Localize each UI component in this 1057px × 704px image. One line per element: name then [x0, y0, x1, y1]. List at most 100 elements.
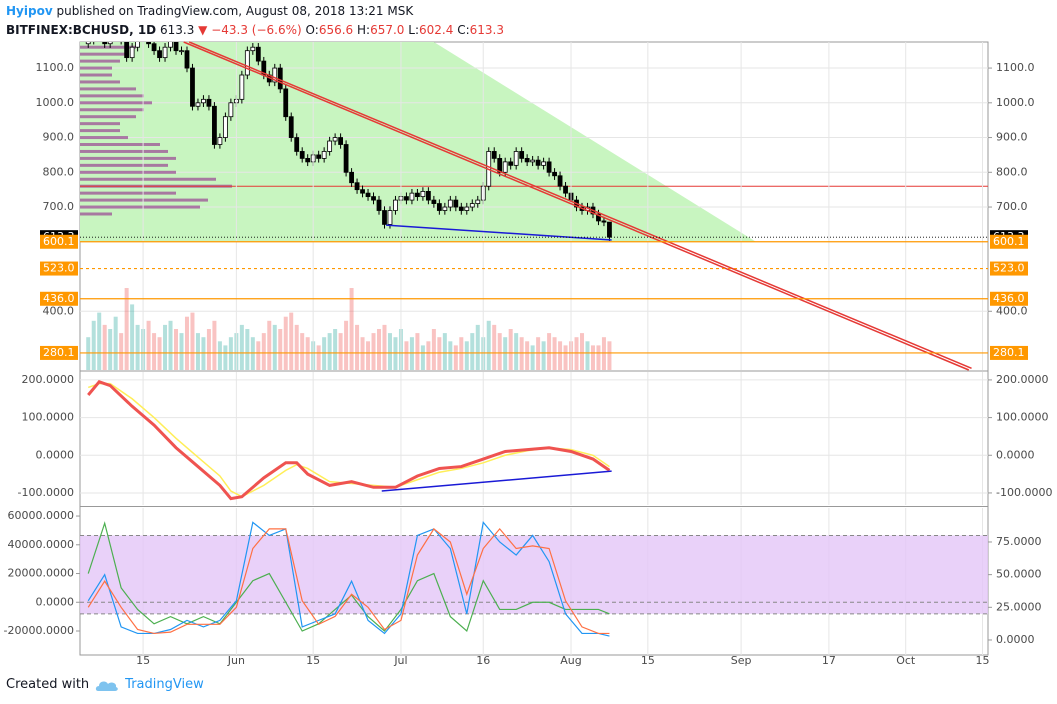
candle-body [382, 210, 387, 225]
candle-body [212, 105, 217, 145]
candle-body [458, 206, 464, 211]
candle-body [524, 157, 530, 163]
volume-bar [607, 341, 612, 370]
volume-bar [453, 345, 458, 370]
volume-bar [146, 320, 151, 370]
volume-bar [174, 329, 179, 370]
pane [80, 16, 988, 370]
trendline [188, 41, 972, 369]
candle-body [129, 46, 135, 59]
y-tick-label: 1100.0 [996, 61, 1035, 74]
level-label: 280.1 [43, 346, 75, 359]
trendline [386, 224, 612, 241]
x-tick-label: 15 [976, 654, 990, 667]
candle-body [135, 42, 141, 48]
volume-bar [239, 324, 244, 370]
y-tick-label: 100.0000 [996, 411, 1049, 424]
volume-bar [382, 324, 387, 370]
profile-bar [80, 149, 168, 153]
volume-bar [360, 337, 365, 370]
candle-body [114, 16, 118, 37]
level-box [40, 234, 78, 249]
volume-bar [245, 329, 250, 370]
candle-body [447, 199, 453, 208]
candle-body [201, 98, 206, 104]
candle-body [250, 46, 256, 52]
level-box [990, 261, 1028, 276]
y-tick-label: -100.0000 [18, 486, 74, 499]
x-tick-label: Aug [560, 654, 581, 667]
volume-bar [371, 333, 376, 370]
profile-bar [80, 177, 216, 181]
y-tick-label: 0.0000 [36, 595, 75, 608]
candle-body [85, 42, 91, 45]
volume-bar [223, 345, 228, 370]
candle-body [513, 151, 519, 166]
candle-body [387, 210, 393, 225]
y-tick-label: 200.0000 [996, 373, 1049, 386]
volume-bar [305, 337, 310, 370]
candle-body [360, 189, 365, 194]
level-box [990, 291, 1028, 306]
profile-bar [80, 87, 136, 91]
volume-bar [547, 333, 552, 370]
profile-bar [80, 136, 128, 140]
volume-bar [168, 320, 173, 370]
level-label: 600.1 [43, 235, 75, 248]
y-tick-label: 900.0 [996, 131, 1028, 144]
profile-bar [80, 212, 112, 216]
volume-bar [217, 341, 222, 370]
profile-bar [80, 198, 208, 202]
candle-body [415, 192, 420, 198]
volume-bar [91, 320, 96, 370]
volume-bar [212, 320, 217, 370]
volume-bar [195, 333, 200, 370]
volume-bar [404, 341, 409, 370]
brand[interactable]: TradingView [125, 677, 204, 692]
zone [80, 42, 756, 242]
volume-bar [278, 329, 283, 370]
y-tick-label: 0.0000 [996, 633, 1035, 646]
candle-body [102, 42, 108, 45]
candle-body [354, 182, 360, 191]
volume-bar [179, 333, 184, 370]
volume-bar [514, 333, 519, 370]
level-label: 523.0 [43, 262, 75, 275]
volume-bar [503, 337, 508, 370]
candle-body [92, 33, 96, 40]
candle-body [119, 16, 123, 40]
volume-bar [426, 341, 431, 370]
candle-body [519, 151, 525, 159]
y-tick-label: 700.0 [996, 200, 1028, 213]
profile-bar [80, 101, 152, 105]
trendline [183, 41, 970, 371]
volume-bar [256, 341, 261, 370]
candle-body [173, 42, 179, 52]
volume-bar [377, 329, 382, 370]
profile-bar [80, 108, 144, 112]
header: Hyipov published on TradingView.com, Aug… [6, 2, 504, 40]
volume-bar [393, 337, 398, 370]
author[interactable]: Hyipov [6, 4, 53, 18]
published: published on TradingView.com, August 08,… [56, 4, 414, 18]
volume-bar [475, 324, 480, 370]
candle-body [195, 102, 201, 107]
candle-body [442, 206, 448, 211]
profile-bar [80, 52, 128, 56]
pane [80, 379, 988, 501]
candle-body [151, 43, 157, 52]
y-tick-label: 800.0 [996, 165, 1028, 178]
change: ▼ −43.3 (−6.6%) [198, 23, 302, 37]
y-tick-label: 40000.0000 [8, 538, 74, 551]
change-value: −43.3 (−6.6%) [211, 23, 302, 37]
candle-body [546, 161, 552, 173]
y-tick-label: 900.0 [43, 131, 75, 144]
y-tick-label: 400.0 [43, 304, 75, 317]
candle-body [146, 42, 151, 45]
symbol: BITFINEX:BCHUSD, 1D [6, 23, 157, 37]
volume-bar [437, 337, 442, 370]
candle-body [563, 185, 568, 194]
volume-bar [190, 312, 195, 370]
volume-bar [322, 337, 327, 370]
